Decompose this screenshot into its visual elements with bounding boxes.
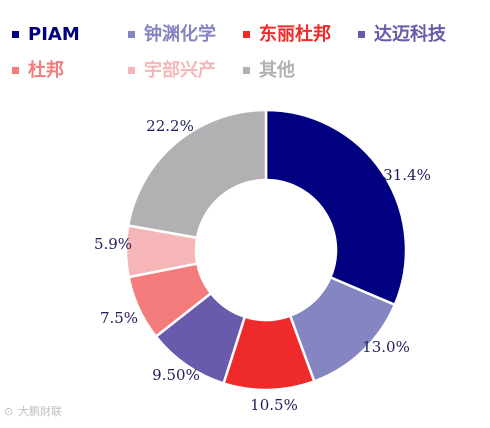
legend-2-swatch	[243, 31, 250, 38]
legend-6-swatch	[243, 67, 250, 74]
legend-5-label: 宇部兴产	[144, 59, 216, 81]
legend-3-swatch	[358, 31, 365, 38]
slice-0	[264, 108, 408, 307]
donut-slices	[124, 108, 408, 392]
data-labels: 31.4% 13.0% 10.5% 9.50% 7.5% 5.9% 22.2%	[94, 117, 431, 414]
watermark-group: ⊙ 大鹏財联	[4, 404, 62, 418]
legend-0-label: PIAM	[28, 24, 80, 45]
legend-1-label: 钟渊化学	[144, 23, 216, 45]
legend-3-label: 达迈科技	[374, 23, 447, 45]
data-label-4: 7.5%	[100, 309, 138, 327]
watermark-text: 大鹏財联	[18, 404, 62, 418]
legend-5-swatch	[128, 67, 135, 74]
legend-6-label: 其他	[259, 59, 295, 81]
data-label-6: 22.2%	[146, 117, 194, 135]
legend-1-swatch	[128, 31, 135, 38]
data-label-0: 31.4%	[383, 166, 431, 184]
slice-6	[126, 108, 268, 240]
data-label-5: 5.9%	[94, 235, 132, 253]
legend-0-swatch	[12, 31, 19, 38]
data-label-1: 13.0%	[362, 338, 410, 356]
legend-2-label: 东丽杜邦	[259, 23, 331, 45]
legend-4-swatch	[12, 67, 19, 74]
data-label-2: 10.5%	[250, 396, 298, 414]
watermark-logo-icon: ⊙	[4, 405, 13, 418]
data-label-3: 9.50%	[152, 366, 200, 384]
legend-4-label: 杜邦	[28, 59, 64, 81]
